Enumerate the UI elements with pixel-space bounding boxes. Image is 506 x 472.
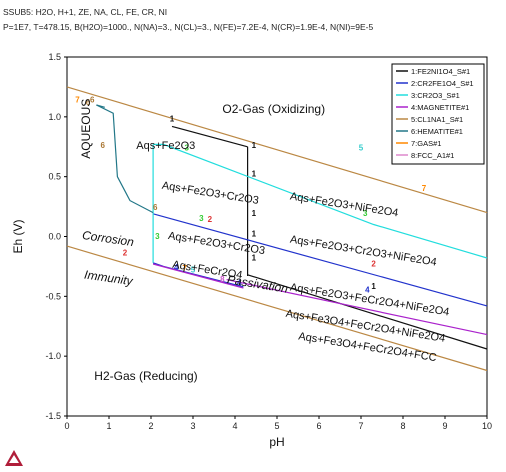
x-axis-label: pH bbox=[269, 435, 284, 449]
curve-marker-label: 6 bbox=[86, 98, 91, 107]
curve-marker-label: 1 bbox=[252, 170, 257, 179]
region-label: Aqs+Fe2O3 bbox=[136, 140, 195, 152]
legend-box bbox=[391, 63, 485, 165]
curve-marker-label: 2 bbox=[208, 215, 213, 224]
legend-entry: 3:CR2O3_S#1 bbox=[411, 91, 460, 100]
x-tick-label: 3 bbox=[190, 421, 195, 431]
curve-marker-label: 4 bbox=[365, 286, 370, 295]
series-line-6-segment-2 bbox=[96, 104, 105, 108]
x-tick-label: 10 bbox=[482, 421, 492, 431]
series-line-1-segment-3 bbox=[247, 274, 488, 350]
series-line-3-segment-1 bbox=[153, 143, 488, 259]
curve-marker-label: 1 bbox=[252, 253, 257, 262]
y-tick-label: -1.0 bbox=[45, 351, 61, 361]
legend-entry: 6:HEMATITE#1 bbox=[411, 127, 463, 136]
curve-marker-label: 1 bbox=[252, 141, 257, 150]
curve-marker-label: 2 bbox=[371, 259, 376, 268]
x-tick-label: 6 bbox=[316, 421, 321, 431]
axis-ticks-layer: 0 1 2 3 4 5 6 7 8 9 10-1.5-1.0-0.50.00.51.01.5 bbox=[45, 52, 492, 431]
x-tick-label: 7 bbox=[358, 421, 363, 431]
series-line-4-segment-2 bbox=[226, 279, 488, 336]
series-line-2-segment-1 bbox=[152, 213, 488, 307]
curve-marker-label: 8 bbox=[220, 275, 225, 284]
curve-marker-label: 1 bbox=[252, 230, 257, 239]
legend-entry: 2:CR2FE1O4_S#1 bbox=[411, 79, 474, 88]
x-tick-label: 9 bbox=[442, 421, 447, 431]
x-tick-label: 0 bbox=[64, 421, 69, 431]
y-tick-label: -0.5 bbox=[45, 291, 61, 301]
curve-marker-label: 3 bbox=[363, 209, 368, 218]
curve-marker-label: 4 bbox=[174, 263, 179, 272]
region-label: AQUEOUS bbox=[79, 99, 93, 159]
y-tick-label: 1.0 bbox=[48, 112, 61, 122]
legend: 1:FE2NI1O4_S#1 2:CR2FE1O4_S#1 3:CR2O3_S#1 4… bbox=[391, 63, 485, 165]
curve-marker-label: 5 bbox=[191, 265, 196, 274]
legend-entry: 1:FE2NI1O4_S#1 bbox=[411, 67, 470, 76]
curve-marker-label: 1 bbox=[170, 115, 175, 124]
legend-entry: 8:FCC_A1#1 bbox=[411, 151, 454, 160]
series-line-5-segment-1 bbox=[66, 245, 488, 372]
curve-marker-label: 2 bbox=[123, 249, 128, 258]
legend-entry: 7:GAS#1 bbox=[411, 139, 441, 148]
x-tick-label: 8 bbox=[400, 421, 405, 431]
curve-marker-label: 6 bbox=[153, 203, 158, 212]
y-tick-label: 0.0 bbox=[48, 232, 61, 242]
curves-layer bbox=[66, 86, 488, 372]
curve-marker-label: 3 bbox=[199, 214, 204, 223]
x-tick-label: 5 bbox=[274, 421, 279, 431]
y-axis-label: Eh (V) bbox=[11, 219, 25, 253]
thermo-calc-logo-icon bbox=[5, 450, 23, 466]
curve-marker-label: 7 bbox=[182, 264, 187, 273]
series-line-6-segment-1 bbox=[96, 104, 154, 214]
legend-entry: 4:MAGNETITE#1 bbox=[411, 103, 469, 112]
curve-marker-label: 5 bbox=[359, 143, 364, 152]
curve-marker-label: 3 bbox=[184, 143, 189, 152]
curve-marker-label: 7 bbox=[422, 184, 427, 193]
curve-marker-label: 6 bbox=[100, 141, 105, 150]
y-tick-label: 0.5 bbox=[48, 172, 61, 182]
curve-marker-label: 4 bbox=[237, 279, 242, 288]
legend-entry: 5:CL1NA1_S#1 bbox=[411, 115, 463, 124]
series-line-5-segment-2 bbox=[66, 86, 488, 214]
curve-marker-label: 1 bbox=[252, 209, 257, 218]
header-line-1: SSUB5: H2O, H+1, ZE, NA, CL, FE, CR, NI bbox=[3, 7, 168, 17]
curve-marker-label: 3 bbox=[155, 232, 160, 241]
region-label: H2-Gas (Reducing) bbox=[94, 369, 197, 383]
x-tick-label: 1 bbox=[106, 421, 111, 431]
y-tick-label: 1.5 bbox=[48, 52, 61, 62]
curve-marker-label: 6 bbox=[90, 95, 95, 104]
region-label: O2-Gas (Oxidizing) bbox=[222, 102, 325, 116]
x-tick-label: 4 bbox=[232, 421, 237, 431]
header-line-2: P=1E7, T=478.15, B(H2O)=1000., N(NA)=3.,… bbox=[3, 22, 374, 32]
region-label: Immunity bbox=[83, 267, 134, 288]
curve-marker-label: 1 bbox=[371, 282, 376, 291]
series-line-4-segment-1 bbox=[152, 263, 244, 289]
curve-marker-label: 7 bbox=[75, 95, 80, 104]
y-tick-label: -1.5 bbox=[45, 411, 61, 421]
x-tick-label: 2 bbox=[148, 421, 153, 431]
series-line-1-segment-1 bbox=[171, 125, 248, 148]
